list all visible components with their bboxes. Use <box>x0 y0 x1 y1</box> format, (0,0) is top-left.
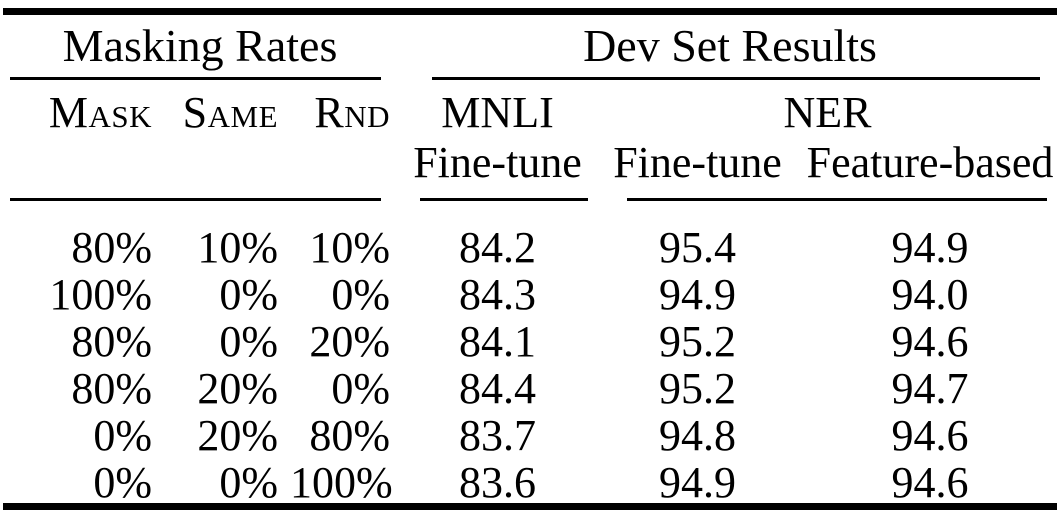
sub-header-row: Fine-tune Fine-tune Feature-based <box>0 140 1060 185</box>
col-header-mask: Mask <box>48 87 152 137</box>
cell-rnd: 80% <box>309 410 391 460</box>
cell-ner-featurebased: 94.0 <box>891 269 969 319</box>
column-header-row: Mask Same Rnd MNLI NER <box>0 85 1060 140</box>
group-header-dev-set-results: Dev Set Results <box>583 20 877 71</box>
dev-set-results-underline <box>432 77 1041 80</box>
cell-same: 10% <box>197 222 278 272</box>
cell-mnli-finetune: 84.1 <box>459 316 537 366</box>
cell-mask: 80% <box>71 316 152 366</box>
sub-header-spacer <box>0 140 400 185</box>
cell-mask: 100% <box>49 269 152 319</box>
cell-rnd: 10% <box>309 222 391 272</box>
col-header-mnli: MNLI <box>441 87 554 137</box>
cell-rnd: 20% <box>309 316 391 366</box>
cell-same: 20% <box>197 410 278 460</box>
cell-mnli-finetune: 83.6 <box>459 457 537 507</box>
header-underline-row <box>0 185 1060 218</box>
sub-header-mnli-finetune: Fine-tune <box>413 137 582 187</box>
cell-same: 0% <box>219 457 278 507</box>
table-row: 100% 0% 0% 84.3 94.9 94.0 <box>0 271 1060 318</box>
group-header-masking-rates: Masking Rates <box>62 20 338 71</box>
cell-rnd: 100% <box>290 457 393 507</box>
cell-ner-featurebased: 94.6 <box>891 457 969 507</box>
cell-mask: 80% <box>71 222 152 272</box>
table-row: 80% 20% 0% 84.4 95.2 94.7 <box>0 365 1060 412</box>
cell-ner-finetune: 94.8 <box>659 410 737 460</box>
table-row: 0% 20% 80% 83.7 94.8 94.6 <box>0 412 1060 459</box>
cell-ner-finetune: 94.9 <box>659 269 737 319</box>
cell-mask: 0% <box>93 457 152 507</box>
col-header-same: Same <box>182 87 278 137</box>
cell-mnli-finetune: 84.2 <box>459 222 537 272</box>
col-header-rnd: Rnd <box>314 87 391 137</box>
cell-mask: 0% <box>93 410 152 460</box>
cell-ner-finetune: 95.4 <box>659 222 737 272</box>
cell-same: 20% <box>197 363 278 413</box>
table-row: 0% 0% 100% 83.6 94.9 94.6 <box>0 459 1060 506</box>
table-row: 80% 0% 20% 84.1 95.2 94.6 <box>0 318 1060 365</box>
cell-mnli-finetune: 84.4 <box>459 363 537 413</box>
group-underline-row <box>0 77 1060 85</box>
masking-rates-underline <box>10 77 382 80</box>
group-header-row: Masking Rates Dev Set Results <box>0 15 1060 77</box>
cell-ner-featurebased: 94.6 <box>891 316 969 366</box>
sub-header-ner-finetune: Fine-tune <box>613 137 782 187</box>
sub-header-ner-featurebased: Feature-based <box>806 137 1054 187</box>
cell-ner-finetune: 94.9 <box>659 457 737 507</box>
cell-ner-featurebased: 94.7 <box>891 363 969 413</box>
cell-rnd: 0% <box>331 269 391 319</box>
cell-mnli-finetune: 84.3 <box>459 269 537 319</box>
col-header-ner: NER <box>783 87 872 137</box>
cell-ner-featurebased: 94.9 <box>891 222 969 272</box>
cell-ner-finetune: 95.2 <box>659 363 737 413</box>
table-row: 80% 10% 10% 84.2 95.4 94.9 <box>0 218 1060 271</box>
table-top-rule <box>3 8 1057 15</box>
cell-rnd: 0% <box>331 363 391 413</box>
table-bottom-rule <box>3 503 1057 510</box>
cell-ner-featurebased: 94.6 <box>891 410 969 460</box>
ner-columns-underline <box>627 198 1048 201</box>
cell-mask: 80% <box>71 363 152 413</box>
cell-same: 0% <box>219 269 278 319</box>
mnli-column-underline <box>420 198 589 201</box>
rates-columns-underline <box>10 198 382 201</box>
cell-mnli-finetune: 83.7 <box>459 410 537 460</box>
cell-same: 0% <box>219 316 278 366</box>
masking-ablation-table: Masking Rates Dev Set Results Mask Same … <box>0 15 1060 506</box>
cell-ner-finetune: 95.2 <box>659 316 737 366</box>
